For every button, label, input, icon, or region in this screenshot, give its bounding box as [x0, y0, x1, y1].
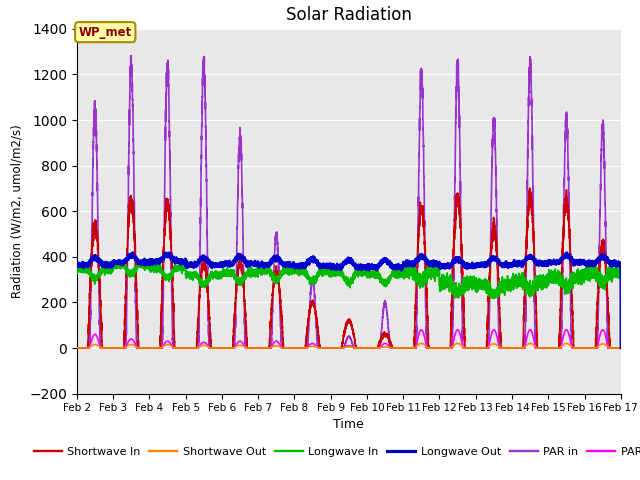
Y-axis label: Radiation (W/m2, umol/m2/s): Radiation (W/m2, umol/m2/s): [11, 124, 24, 298]
Legend: Shortwave In, Shortwave Out, Longwave In, Longwave Out, PAR in, PAR out: Shortwave In, Shortwave Out, Longwave In…: [29, 443, 640, 462]
Title: Solar Radiation: Solar Radiation: [286, 6, 412, 24]
Text: WP_met: WP_met: [79, 25, 132, 39]
X-axis label: Time: Time: [333, 418, 364, 431]
